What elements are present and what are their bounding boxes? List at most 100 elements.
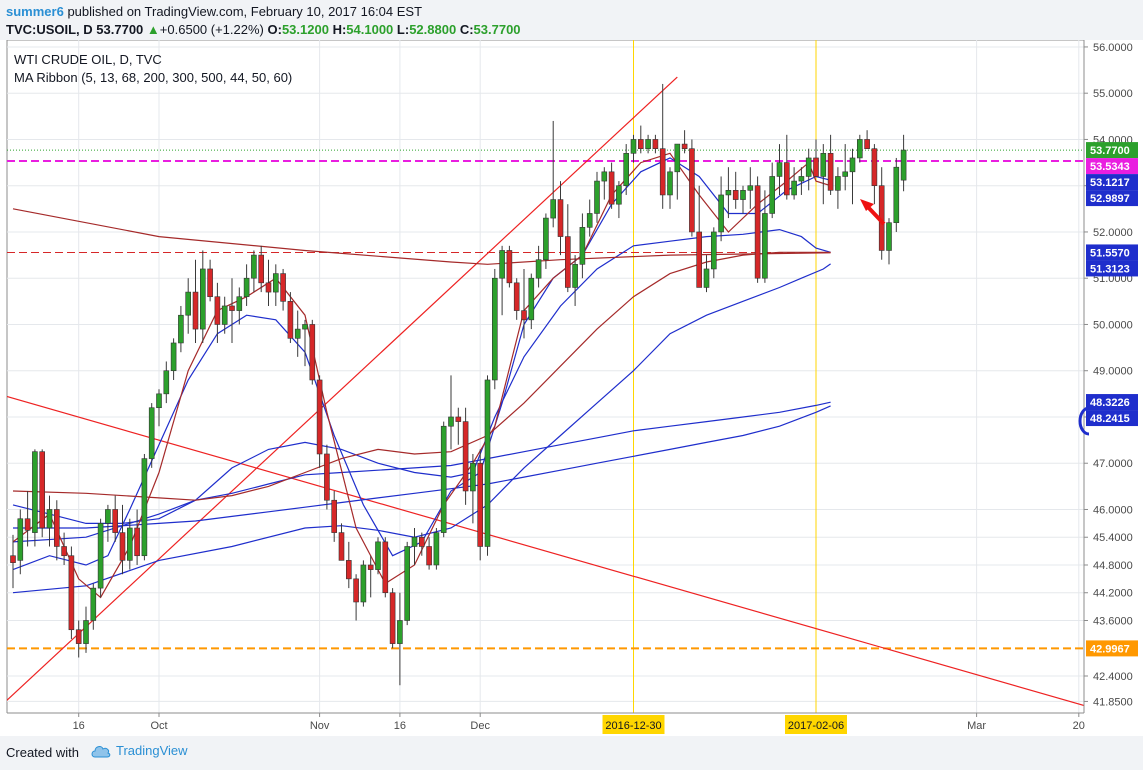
price-label-bg [1086,142,1138,159]
candle [696,185,703,288]
date-flag-label: 2017-02-06 [788,720,844,732]
candle-body [39,451,46,529]
scroll-handle-icon[interactable] [1078,406,1090,436]
candle [470,453,476,524]
candle [725,167,732,219]
candle-body [718,194,724,233]
chart-title: WTI CRUDE OIL, D, TVC [14,52,162,67]
candle [579,213,586,279]
candle-body [192,291,199,330]
candle [265,259,272,306]
candle-body [229,305,235,311]
candle [842,144,849,191]
candle-body [10,555,16,563]
candle [404,541,411,626]
candle [740,185,746,214]
ma-line [12,208,831,265]
candle-body [214,296,221,325]
candle-body [900,149,907,181]
price-tick-label: 46.0000 [1093,504,1133,516]
price-tick-label: 49.0000 [1093,366,1133,378]
candle [535,245,542,288]
candle [864,130,870,149]
price-label-bg [1086,260,1138,277]
candle-body [280,273,286,302]
candle-body [798,176,805,182]
candle [448,375,454,450]
candle-body [776,162,783,177]
candle [280,268,286,311]
annotation-arrow-icon [860,199,886,226]
candle [608,162,615,209]
price-label-bg [1086,640,1138,657]
candle-body [258,254,265,284]
candle-body [302,324,308,330]
open-label: O: [267,22,282,37]
candle-body [382,541,389,594]
candle [550,120,557,228]
candle [207,259,213,302]
candle-body [513,282,520,311]
time-axis[interactable]: 16 Oct Nov 16 Dec Mar 20 [0,712,1085,736]
candle-body [623,153,630,187]
candle [141,453,148,561]
time-tick-label: 16 [394,720,406,732]
candle-body [608,171,615,205]
candle-body [586,213,593,228]
candle [375,537,381,575]
candle-body [97,523,104,589]
candle [667,167,673,209]
candle [645,134,651,154]
candle [754,176,761,283]
candle [732,171,739,209]
candle-body [448,416,454,427]
candle-body [207,268,213,298]
indicator-label: MA Ribbon (5, 13, 68, 200, 300, 500, 44,… [14,70,292,85]
candle [382,537,389,598]
high-value: 54.1000 [346,22,394,37]
author-link[interactable]: summer6 [6,4,64,19]
candle [871,144,878,205]
candle-body [287,301,294,339]
candle [148,403,155,468]
candle-body [309,324,316,381]
candle-body [105,509,111,524]
candle [309,319,316,385]
price-chart[interactable]: WTI CRUDE OIL, D, TVC MA Ribbon (5, 13, … [0,40,1143,736]
candle [586,199,593,237]
candle-body [543,217,549,261]
candle [302,319,308,367]
candle-body [68,555,75,631]
price-tick-label: 44.2000 [1093,588,1133,600]
price-label-text: 42.9967 [1090,643,1130,655]
symbol-label: TVC:USOIL, D [6,22,93,37]
candle [134,509,140,565]
publish-info: summer6 published on TradingView.com, Fe… [6,4,422,19]
candle [156,389,162,427]
candle-body [148,407,155,459]
footer: Created with TradingView [0,736,1143,770]
candle [411,527,418,565]
candle-body [75,629,82,644]
candle [513,278,520,320]
candle-body [156,393,162,409]
candle [462,407,469,505]
candle-body [462,421,469,492]
candle [258,245,265,293]
candle-body [345,560,352,580]
candle-body [630,139,637,154]
candle [127,518,133,570]
brand-label[interactable]: TradingView [116,743,188,758]
candle [200,250,206,343]
trend-line [7,76,678,702]
candle-body [521,310,527,321]
candle [674,143,681,200]
candle [703,255,710,293]
tradingview-link[interactable]: TradingView [90,743,188,758]
price-label-bg [1086,394,1138,411]
published-text: published on TradingView.com, February 1… [67,4,423,19]
candle-body [236,296,243,311]
last-price: 53.7700 [96,22,144,37]
candle [813,139,819,177]
candle-body [331,499,338,533]
